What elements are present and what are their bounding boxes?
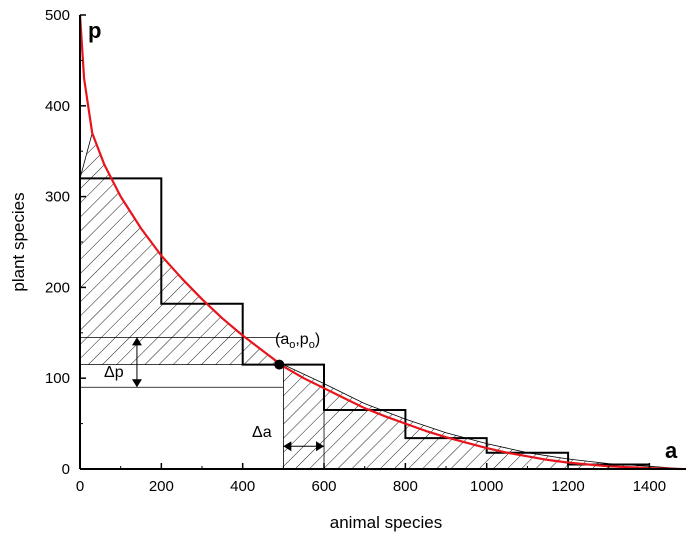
axes <box>79 14 686 470</box>
corner-label-a: a <box>665 438 678 463</box>
y-axis-title: plant species <box>9 192 28 291</box>
delta-a-arrow-head-right <box>316 441 325 452</box>
x-tick-label: 1200 <box>551 478 584 495</box>
corner-label-p: p <box>88 18 101 43</box>
tick-labels: 0 200 400 600 800 1000 1200 1400 0 100 200 300 400 50… <box>45 7 666 495</box>
x-tick-label: 200 <box>149 478 174 495</box>
x-tick-label: 1400 <box>633 478 666 495</box>
point-label-part2: ,p <box>295 331 308 348</box>
y-tick-label: 100 <box>45 370 70 387</box>
delta-p-arrow-head-up <box>131 337 142 346</box>
point-label-part3: ) <box>315 331 320 348</box>
y-tick-label: 500 <box>45 7 70 24</box>
y-tick-label: 200 <box>45 279 70 296</box>
red-curve-line <box>78 14 682 471</box>
x-tick-label: 0 <box>76 478 84 495</box>
shaded-regions <box>79 131 686 470</box>
delta-p-label: Δp <box>104 364 124 381</box>
x-tick-label: 400 <box>230 478 255 495</box>
point-label-part1: (a <box>275 331 289 348</box>
point-label: (ao,po) <box>275 331 320 351</box>
delta-a-arrow-head-left <box>283 441 292 452</box>
hatched-region-1 <box>79 131 281 366</box>
delta-a-label: Δa <box>252 424 272 441</box>
hatched-region-2 <box>282 363 686 470</box>
highlighted-point-marker <box>274 359 285 370</box>
y-tick-label: 400 <box>45 98 70 115</box>
y-tick-label: 300 <box>45 189 70 206</box>
annotations <box>131 337 325 452</box>
x-tick-label: 800 <box>393 478 418 495</box>
x-axis-title: animal species <box>330 513 442 532</box>
x-tick-label: 600 <box>312 478 337 495</box>
point-label-sub-p: o <box>309 339 315 351</box>
y-tick-label: 0 <box>62 461 70 478</box>
staircase-line <box>79 15 650 466</box>
delta-p-arrow-head-down <box>131 379 142 388</box>
point-label-sub-a: o <box>289 339 295 351</box>
x-tick-label: 1000 <box>470 478 503 495</box>
series-lines <box>78 14 682 471</box>
